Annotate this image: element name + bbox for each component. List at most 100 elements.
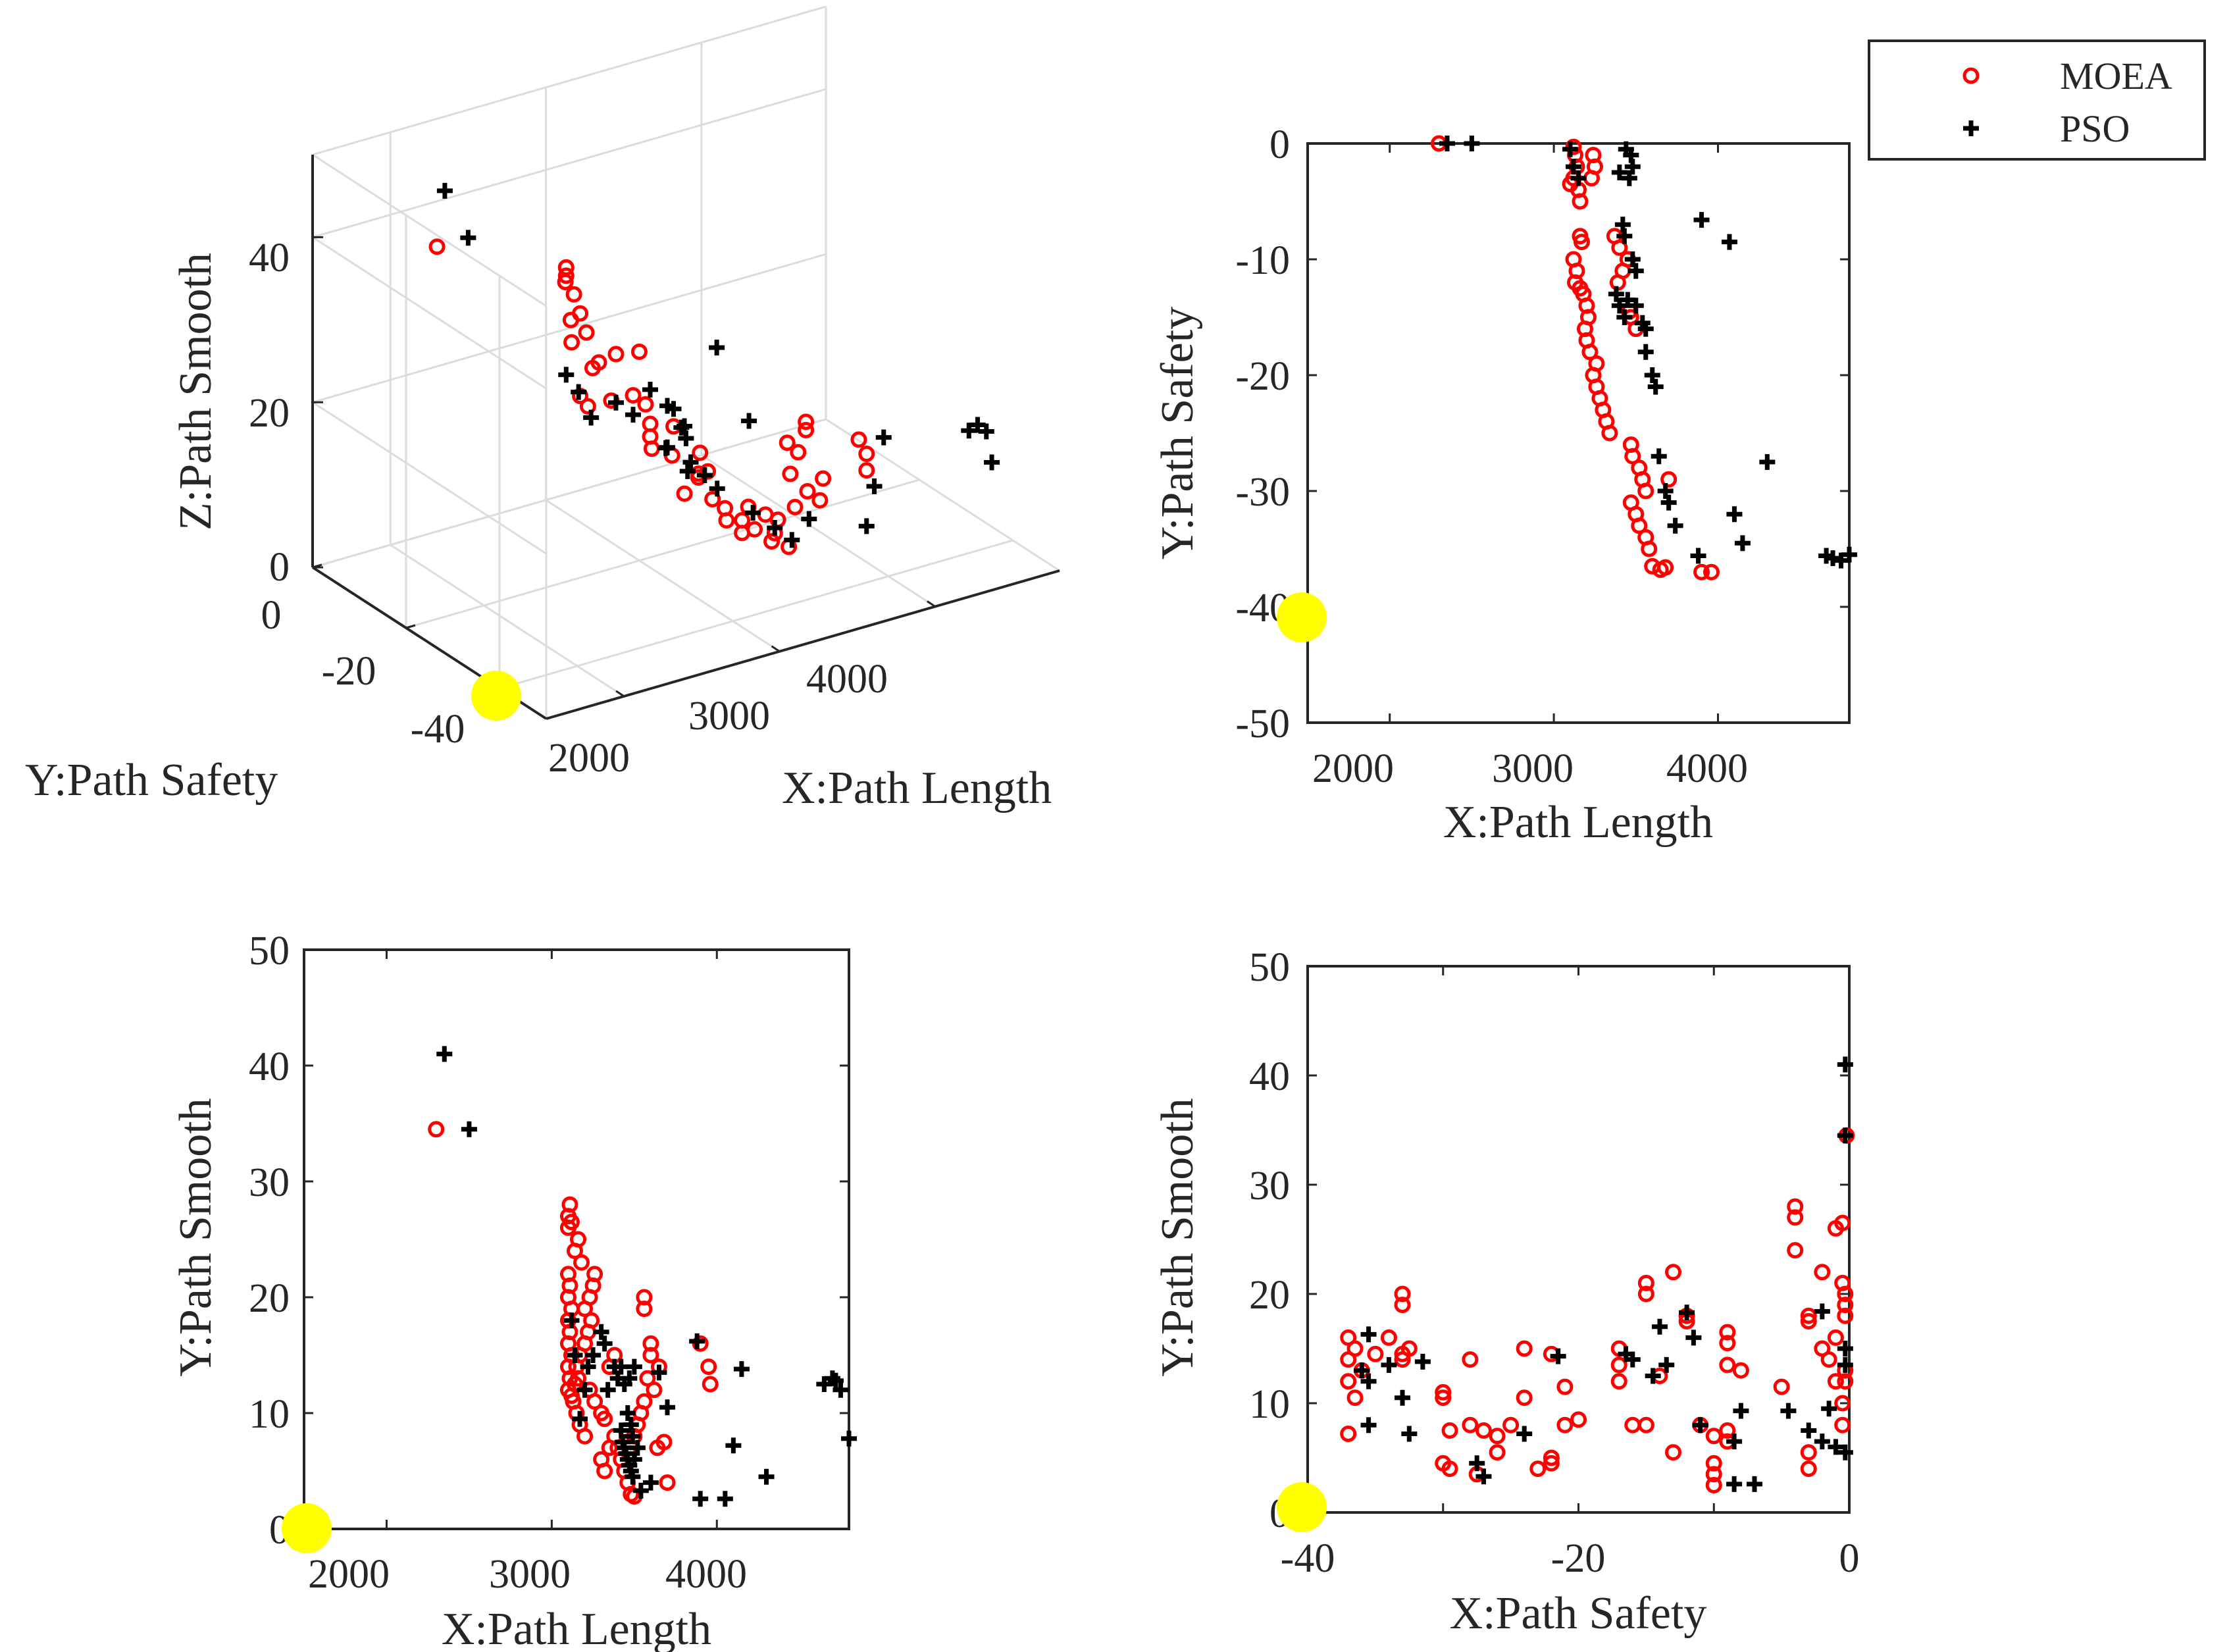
p3d-moea-point <box>798 421 815 438</box>
pyz-moea-point <box>1705 1477 1722 1493</box>
pxy-pso-point <box>1624 159 1641 175</box>
panel-yz-tick-labels: -40 -20 0 0 10 20 30 40 50 <box>1249 945 1860 1581</box>
pxz-pso-point <box>758 1468 775 1485</box>
legend-pso-label: PSO <box>2060 107 2130 150</box>
pyz-pso-point <box>1837 1341 1853 1356</box>
p3d-pso-point <box>678 430 694 446</box>
pxz-moea-point <box>659 1474 676 1491</box>
panel-3d-grid <box>311 5 1060 720</box>
pxy-pso-point <box>1439 136 1455 151</box>
pxz-moea-point <box>586 1266 603 1283</box>
pyz-pso-point <box>1814 1303 1830 1320</box>
pxz-moea-point <box>636 1289 653 1306</box>
p3d-moea-point <box>565 286 582 303</box>
pxz-pso-point <box>436 1046 453 1062</box>
pyz-xlabel: X:Path Safety <box>1450 1588 1707 1639</box>
panel-yz-box <box>1306 965 1851 1514</box>
p3d-xtick <box>927 600 936 607</box>
pyz-moea-point <box>1462 1416 1479 1433</box>
p3d-gridline <box>499 539 1013 690</box>
p3d-moea-point <box>779 434 796 452</box>
p3d-ytick-label: -20 <box>322 649 376 694</box>
p3d-pso-point <box>961 423 977 439</box>
pxz-ytick-label: 10 <box>249 1392 290 1437</box>
highlight-dot <box>1277 1482 1327 1532</box>
pyz-moea-point <box>1394 1285 1411 1303</box>
pyz-moea-point <box>1489 1428 1506 1445</box>
pxz-pso-point <box>725 1437 742 1454</box>
pyz-moea-point <box>1624 1416 1641 1433</box>
pxy-xlabel: X:Path Length <box>1443 797 1713 848</box>
pxy-pso-point <box>1833 552 1849 569</box>
pyz-moea-point <box>1610 1373 1627 1390</box>
p3d-pso-point <box>709 480 725 497</box>
pxz-moea-point <box>561 1196 578 1213</box>
pxz-pso-point <box>733 1361 750 1378</box>
pxz-pso-point <box>717 1491 733 1507</box>
pyz-moea-point <box>1570 1411 1587 1428</box>
pxy-pso-point <box>1570 170 1587 186</box>
pyz-pso-point <box>1360 1373 1377 1389</box>
pyz-pso-point <box>1550 1348 1566 1364</box>
pyz-pso-point <box>1726 1433 1743 1450</box>
pxy-moea-point <box>1660 471 1678 488</box>
p3d-ytick <box>312 563 322 569</box>
pyz-pso-point <box>1516 1426 1533 1442</box>
pxz-pso-point <box>651 1364 667 1381</box>
pxz-pso-point <box>833 1381 849 1398</box>
p3d-gridline <box>390 544 625 698</box>
pxz-pso-point <box>600 1381 616 1398</box>
pxy-pso-point <box>1651 448 1667 465</box>
pyz-moea-point <box>1787 1198 1804 1215</box>
pxy-moea-point <box>1657 559 1674 576</box>
p3d-moea-point <box>815 470 832 487</box>
pyz-moea-point <box>1827 1373 1844 1390</box>
pyz-pso-point <box>1414 1353 1431 1370</box>
pxz-pso-point <box>816 1376 833 1392</box>
panel-3d-tick-labels: 2000 3000 4000 0 -20 -40 0 20 40 <box>249 236 888 781</box>
pyz-pso-point <box>1381 1356 1397 1373</box>
pxz-ytick-label: 20 <box>249 1276 290 1321</box>
p3d-moea-point <box>858 446 875 463</box>
pxz-pso-point <box>580 1358 596 1375</box>
pxy-moea-point <box>1611 239 1628 256</box>
pyz-moea-point <box>1394 1345 1411 1362</box>
pyz-pso-point <box>1821 1401 1837 1417</box>
p3d-pso-point <box>866 478 883 494</box>
p3d-pso-point <box>801 511 817 527</box>
p3d-ztick-label: 20 <box>249 391 290 436</box>
pxz-moea-point <box>428 1121 445 1138</box>
pyz-moea-point <box>1787 1209 1804 1226</box>
p3d-xtick <box>615 690 625 698</box>
pyz-moea-point <box>1787 1242 1804 1259</box>
pxy-moea-point <box>1581 344 1599 361</box>
pxy-xtick-label: 2000 <box>1312 746 1394 791</box>
pxy-pso-point <box>1627 263 1644 279</box>
pxy-pso-point <box>1759 454 1776 470</box>
p3d-pso-point <box>682 454 699 471</box>
pxy-ytick-label: -20 <box>1235 354 1290 399</box>
pxz-pso-point <box>576 1381 593 1398</box>
p3d-pso-point <box>659 398 676 414</box>
pyz-pso-point <box>1780 1403 1797 1419</box>
pxz-moea-point <box>583 1312 600 1329</box>
pyz-moea-point <box>1394 1351 1411 1368</box>
pxy-pso-point <box>1721 234 1737 250</box>
pyz-moea-point <box>1462 1351 1479 1368</box>
p3d-ytick-label: -40 <box>411 707 465 752</box>
pxy-pso-point <box>1657 483 1674 499</box>
p3d-moea-point <box>562 311 579 328</box>
p3d-x-axis <box>546 569 1060 720</box>
pyz-moea-point <box>1719 1422 1736 1439</box>
pyz-moea-point <box>1800 1444 1817 1461</box>
pyz-pso-point <box>1837 1127 1853 1144</box>
legend-pso-marker <box>1963 120 1979 136</box>
p3d-pso-point <box>767 520 783 536</box>
legend-box <box>1868 39 2206 161</box>
pxy-pso-point <box>1621 170 1637 186</box>
pxy-ytick-label: -30 <box>1235 470 1290 515</box>
p3d-moea-point <box>763 533 781 550</box>
pyz-moea-point <box>1800 1313 1817 1329</box>
pxz-pso-point <box>659 1399 675 1416</box>
panel-xz-box <box>303 948 850 1530</box>
